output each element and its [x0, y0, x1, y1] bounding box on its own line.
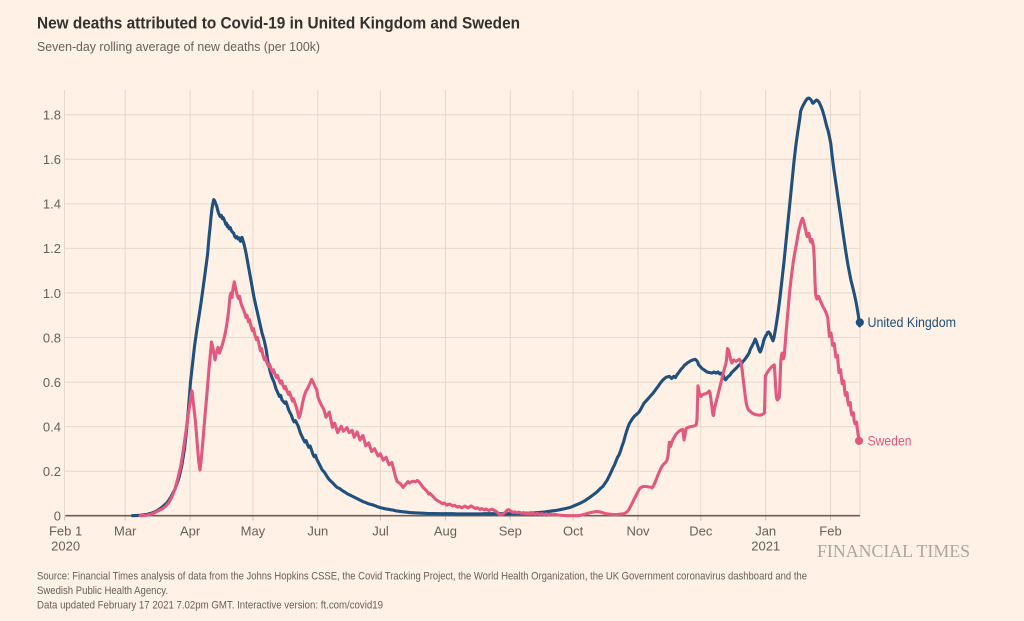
svg-text:0.4: 0.4 [43, 419, 61, 434]
svg-text:2021: 2021 [751, 539, 780, 554]
svg-text:Jun: Jun [307, 524, 328, 539]
svg-text:1.6: 1.6 [43, 152, 61, 167]
svg-text:0.2: 0.2 [43, 464, 61, 479]
svg-text:New deaths attributed to Covid: New deaths attributed to Covid-19 in Uni… [37, 15, 520, 33]
svg-text:Swedish Public Health Agency.: Swedish Public Health Agency. [37, 585, 168, 597]
svg-text:FINANCIAL TIMES: FINANCIAL TIMES [817, 541, 970, 561]
svg-text:Data updated February 17 2021: Data updated February 17 2021 7.02pm GMT… [37, 600, 383, 612]
svg-text:Jan: Jan [755, 524, 776, 539]
svg-text:Sweden: Sweden [868, 434, 912, 449]
svg-text:0.6: 0.6 [43, 375, 61, 390]
svg-text:Mar: Mar [114, 524, 137, 539]
svg-text:Apr: Apr [180, 524, 201, 539]
svg-text:0.8: 0.8 [43, 330, 61, 345]
svg-text:Seven-day rolling average of n: Seven-day rolling average of new deaths … [37, 39, 320, 54]
svg-text:1.4: 1.4 [43, 197, 61, 212]
svg-text:Source: Financial Times analys: Source: Financial Times analysis of data… [37, 571, 807, 583]
svg-text:May: May [241, 524, 266, 539]
svg-text:United Kingdom: United Kingdom [868, 315, 957, 330]
svg-text:1.0: 1.0 [43, 286, 61, 301]
svg-text:1.8: 1.8 [43, 108, 61, 123]
svg-text:Sep: Sep [499, 524, 522, 539]
svg-text:Nov: Nov [626, 524, 650, 539]
svg-text:Dec: Dec [689, 524, 713, 539]
svg-text:Feb 1: Feb 1 [49, 524, 82, 539]
svg-text:Oct: Oct [563, 524, 584, 539]
svg-text:2020: 2020 [51, 539, 80, 554]
svg-text:Feb: Feb [819, 524, 841, 539]
svg-text:Jul: Jul [372, 524, 389, 539]
svg-text:1.2: 1.2 [43, 241, 61, 256]
svg-text:0: 0 [54, 509, 61, 524]
svg-text:Aug: Aug [434, 524, 457, 539]
